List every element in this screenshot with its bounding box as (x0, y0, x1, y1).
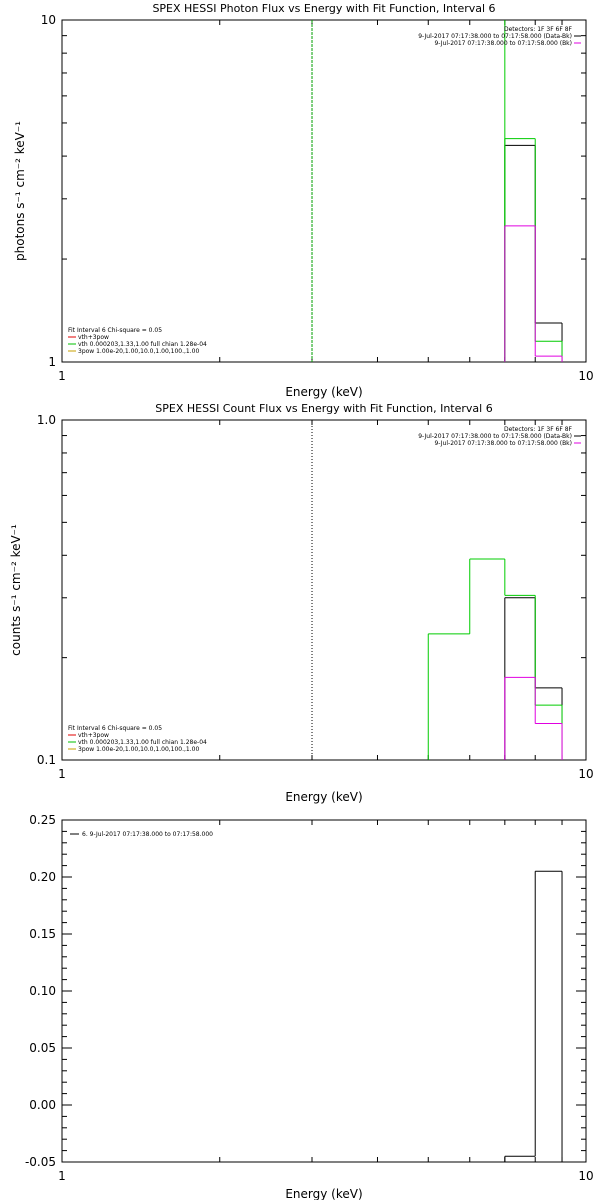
plot-frame (61, 19, 587, 363)
legend-entry: 6. 9-Jul-2017 07:17:38.000 to 07:17:58.0… (82, 831, 213, 838)
legend-entry: Detectors: 1F 3F 6F 8F (504, 426, 573, 433)
series-1 (504, 870, 563, 1162)
panel-2: 1 10 0.1 1.0 SPEX HESSI Count Flux vs Energy… (9, 402, 594, 804)
series-2 (504, 20, 563, 362)
y-tick-label: 0.05 (29, 1041, 56, 1055)
x-tick-label: 10 (578, 1169, 593, 1183)
chart-title: SPEX HESSI Count Flux vs Energy with Fit… (155, 402, 492, 415)
y-tick-label: 0.20 (29, 870, 56, 884)
x-tick-label: 10 (578, 767, 593, 781)
series-2 (427, 558, 563, 760)
y-tick-label: 0.25 (29, 813, 56, 827)
x-axis-label: Energy (keV) (285, 1187, 362, 1200)
legend-entry: vth+3pow (78, 732, 109, 739)
legend-entry: Fit Interval 6 Chi-square = 0.05 (68, 725, 162, 732)
x-tick-label: 1 (58, 767, 66, 781)
legend-entry: 9-Jul-2017 07:17:38.000 to 07:17:58.000 … (434, 40, 572, 47)
legend: Fit Interval 6 Chi-square = 0.05vth+3pow… (68, 327, 207, 355)
series-3 (504, 225, 563, 362)
legend: Fit Interval 6 Chi-square = 0.05vth+3pow… (68, 725, 207, 753)
legend-entry: vth 0.000203,1.33,1.00 full chian 1.28e-… (78, 739, 207, 746)
legend-entry: vth 0.000203,1.33,1.00 full chian 1.28e-… (78, 341, 207, 348)
chart-title: SPEX HESSI Photon Flux vs Energy with Fi… (152, 2, 495, 15)
panel-1: 1 10 1 10 SPEX HESSI Photon Flux vs Energy w… (13, 2, 594, 399)
y-tick-label: 1.0 (37, 413, 56, 427)
legend-entry: 3pow 1.00e-20,1.00,10.0,1.00,100.,1.00 (78, 348, 199, 355)
y-tick-label: 0.00 (29, 1098, 56, 1112)
x-tick-label: 1 (58, 1169, 66, 1183)
legend-entry: Detectors: 1F 3F 6F 8F (504, 26, 573, 33)
y-tick-label: 0.15 (29, 927, 56, 941)
legend-entry: 9-Jul-2017 07:17:38.000 to 07:17:58.000 … (418, 33, 572, 40)
y-axis-label: photons s⁻¹ cm⁻² keV⁻¹ (13, 121, 27, 261)
y-tick-label: 10 (41, 13, 56, 27)
x-axis-label: Energy (keV) (285, 385, 362, 399)
series-1 (504, 597, 563, 760)
legend: Detectors: 1F 3F 6F 8F9-Jul-2017 07:17:3… (418, 426, 581, 447)
y-tick-label: -0.05 (25, 1155, 56, 1169)
legend-entry: vth+3pow (78, 334, 109, 341)
legend: Detectors: 1F 3F 6F 8F9-Jul-2017 07:17:3… (418, 26, 581, 47)
plot-frame (61, 819, 587, 1163)
x-tick-label: 10 (578, 369, 593, 383)
y-axis-label: counts s⁻¹ cm⁻² keV⁻¹ (9, 524, 23, 656)
y-tick-label: 0.10 (29, 984, 56, 998)
x-tick-label: 1 (58, 369, 66, 383)
plot-frame (61, 419, 587, 761)
x-axis-label: Energy (keV) (285, 790, 362, 804)
y-tick-label: 1 (48, 355, 56, 369)
legend-entry: Fit Interval 6 Chi-square = 0.05 (68, 327, 162, 334)
legend-entry: 3pow 1.00e-20,1.00,10.0,1.00,100.,1.00 (78, 746, 199, 753)
series-1 (504, 144, 563, 362)
legend-entry: 9-Jul-2017 07:17:38.000 to 07:17:58.000 … (434, 440, 572, 447)
legend-entry: 9-Jul-2017 07:17:38.000 to 07:17:58.000 … (418, 433, 572, 440)
legend: 6. 9-Jul-2017 07:17:38.000 to 07:17:58.0… (70, 831, 213, 838)
y-tick-label: 0.1 (37, 753, 56, 767)
series-3 (504, 676, 563, 760)
panel-3: 1 10 -0.05 0.00 0.05 0.10 0.15 0.20 0.25 Energy (… (25, 813, 594, 1200)
